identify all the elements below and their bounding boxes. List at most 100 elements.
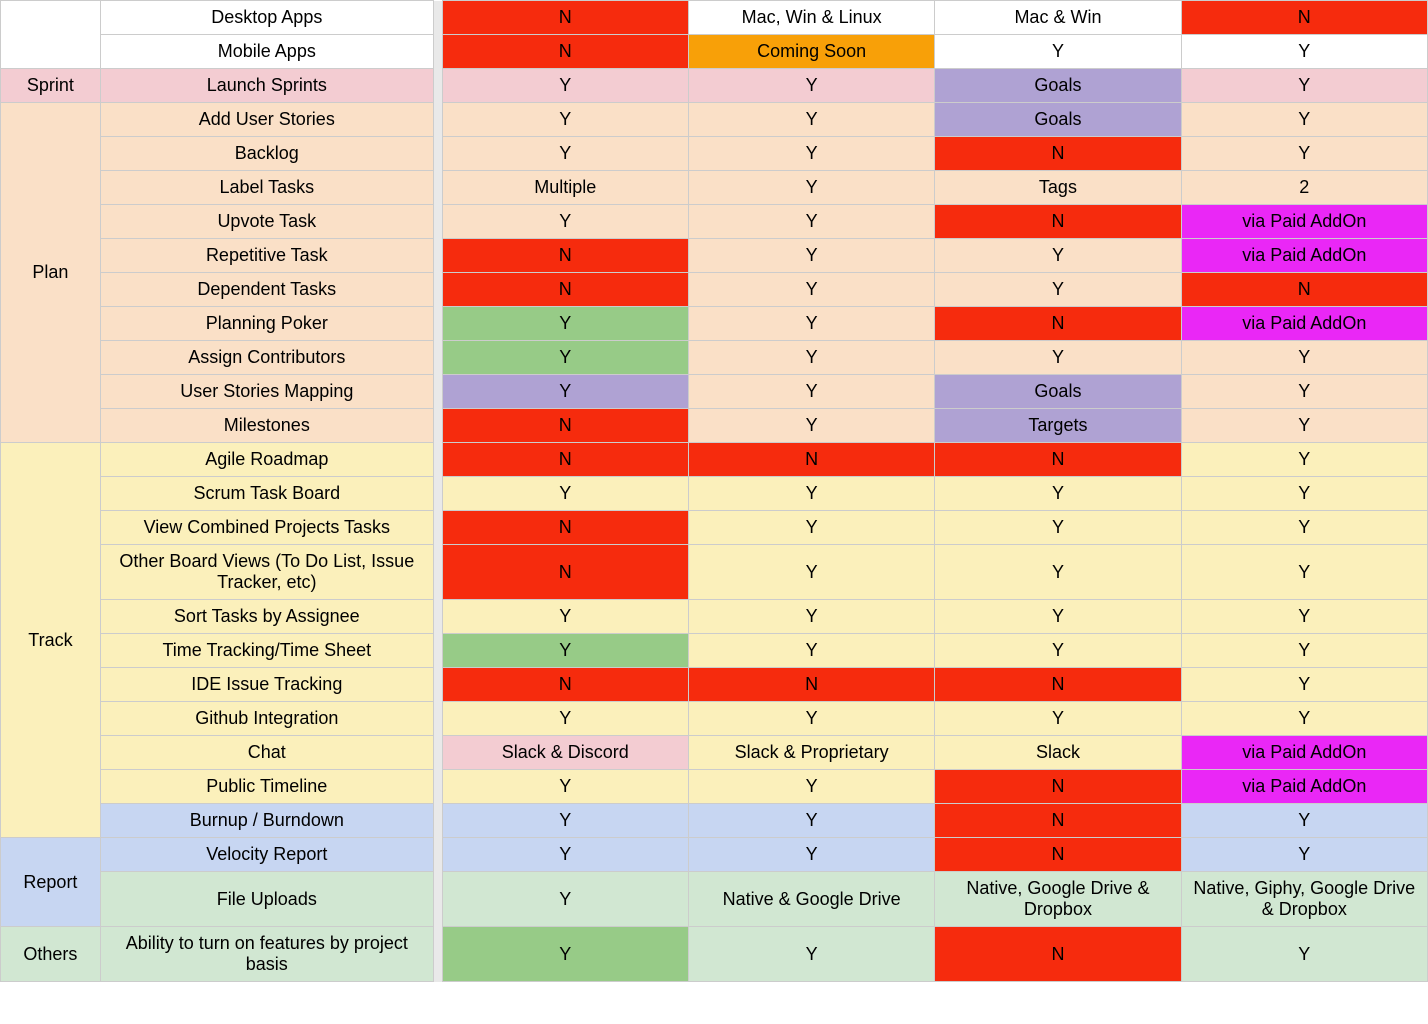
data-cell: N [935,137,1181,171]
table-row: SprintLaunch SprintsYYGoalsY [1,69,1428,103]
gap-cell [433,600,442,634]
data-cell: Y [442,770,688,804]
table-row: Assign ContributorsYYYY [1,341,1428,375]
data-cell: Y [442,307,688,341]
data-cell: Y [688,545,934,600]
feature-cell: Repetitive Task [100,239,433,273]
category-cell: Plan [1,103,101,443]
feature-cell: Public Timeline [100,770,433,804]
data-cell: Slack [935,736,1181,770]
gap-cell [433,307,442,341]
feature-cell: Launch Sprints [100,69,433,103]
gap-cell [433,634,442,668]
data-cell: Native, Giphy, Google Drive & Dropbox [1181,872,1427,927]
data-cell: via Paid AddOn [1181,205,1427,239]
data-cell: Y [688,69,934,103]
data-cell: Y [442,600,688,634]
data-cell: Y [1181,443,1427,477]
data-cell: Y [935,341,1181,375]
table-row: File UploadsYNative & Google DriveNative… [1,872,1428,927]
data-cell: Y [935,273,1181,307]
data-cell: Y [1181,137,1427,171]
table-row: TrackAgile RoadmapNNNY [1,443,1428,477]
feature-cell: Scrum Task Board [100,477,433,511]
data-cell: Y [688,600,934,634]
data-cell: N [442,511,688,545]
data-cell: Y [1181,804,1427,838]
feature-cell: Milestones [100,409,433,443]
feature-cell: Label Tasks [100,171,433,205]
data-cell: N [442,273,688,307]
feature-cell: IDE Issue Tracking [100,668,433,702]
gap-cell [433,137,442,171]
data-cell: Y [442,69,688,103]
data-cell: Y [442,103,688,137]
data-cell: Y [1181,409,1427,443]
data-cell: Y [442,872,688,927]
table-row: ReportVelocity ReportYYNY [1,838,1428,872]
data-cell: Y [1181,477,1427,511]
table-row: ChatSlack & DiscordSlack & ProprietarySl… [1,736,1428,770]
gap-cell [433,239,442,273]
data-cell: Y [1181,838,1427,872]
data-cell: Y [688,634,934,668]
table-row: OthersAbility to turn on features by pro… [1,927,1428,982]
gap-cell [433,171,442,205]
feature-cell: Assign Contributors [100,341,433,375]
gap-cell [433,838,442,872]
data-cell: 2 [1181,171,1427,205]
data-cell: Goals [935,69,1181,103]
data-cell: via Paid AddOn [1181,239,1427,273]
data-cell: Y [688,804,934,838]
data-cell: Y [688,273,934,307]
data-cell: Y [688,341,934,375]
gap-cell [433,668,442,702]
feature-cell: Velocity Report [100,838,433,872]
data-cell: Targets [935,409,1181,443]
data-cell: Y [688,103,934,137]
table-row: Sort Tasks by AssigneeYYYY [1,600,1428,634]
data-cell: Native, Google Drive & Dropbox [935,872,1181,927]
data-cell: Y [1181,69,1427,103]
feature-cell: Planning Poker [100,307,433,341]
feature-cell: Mobile Apps [100,35,433,69]
data-cell: Y [935,634,1181,668]
data-cell: N [442,443,688,477]
gap-cell [433,1,442,35]
table-row: Other Board Views (To Do List, Issue Tra… [1,545,1428,600]
data-cell: Y [442,205,688,239]
gap-cell [433,409,442,443]
data-cell: Y [442,634,688,668]
data-cell: N [935,804,1181,838]
data-cell: Goals [935,103,1181,137]
table-row: Scrum Task BoardYYYY [1,477,1428,511]
data-cell: N [442,1,688,35]
data-cell: Y [1181,927,1427,982]
table-row: Dependent TasksNYYN [1,273,1428,307]
data-cell: via Paid AddOn [1181,770,1427,804]
data-cell: Multiple [442,171,688,205]
gap-cell [433,205,442,239]
data-cell: Mac & Win [935,1,1181,35]
table-row: Planning PokerYYNvia Paid AddOn [1,307,1428,341]
table-row: Time Tracking/Time SheetYYYY [1,634,1428,668]
data-cell: Y [442,341,688,375]
table-row: MilestonesNYTargetsY [1,409,1428,443]
gap-cell [433,927,442,982]
gap-cell [433,35,442,69]
feature-cell: Ability to turn on features by project b… [100,927,433,982]
table-row: Github IntegrationYYYY [1,702,1428,736]
category-cell: Sprint [1,69,101,103]
feature-cell: Burnup / Burndown [100,804,433,838]
data-cell: N [688,443,934,477]
data-cell: Y [688,307,934,341]
data-cell: Slack & Discord [442,736,688,770]
feature-cell: Add User Stories [100,103,433,137]
data-cell: Y [935,600,1181,634]
feature-cell: File Uploads [100,872,433,927]
data-cell: Y [1181,103,1427,137]
gap-cell [433,702,442,736]
data-cell: Y [688,375,934,409]
data-cell: N [1181,1,1427,35]
data-cell: Y [688,477,934,511]
